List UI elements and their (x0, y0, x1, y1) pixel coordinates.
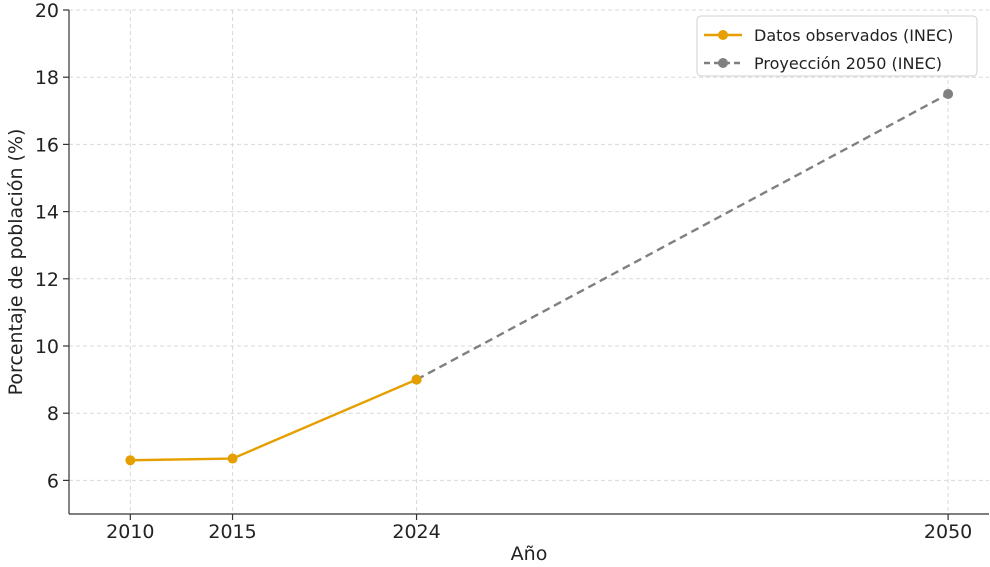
y-tick-label: 8 (47, 403, 59, 425)
data-point (125, 455, 136, 466)
series-line (130, 378, 418, 462)
x-tick-label: 2015 (208, 521, 256, 543)
series-0 (125, 374, 422, 466)
legend-items: Datos observados (INEC) Proyección 2050 (… (704, 26, 953, 73)
series-1 (411, 89, 954, 385)
legend-item: Datos observados (INEC) (704, 26, 953, 45)
x-ticks: 2010 2015 2024 2050 (106, 514, 972, 543)
data-point (943, 89, 954, 99)
y-tick-label: 12 (35, 269, 59, 291)
data-point (411, 374, 422, 385)
y-tick-label: 18 (35, 67, 59, 89)
data-point (227, 453, 238, 464)
legend-item: Proyección 2050 (INEC) (704, 54, 942, 73)
y-tick-label: 10 (35, 336, 59, 358)
legend-swatch-marker (718, 30, 728, 40)
y-tick-label: 14 (35, 202, 59, 224)
grid (69, 9, 989, 514)
y-axis-title: Porcentaje de población (%) (5, 129, 27, 396)
x-axis-title: Año (511, 543, 548, 565)
x-tick-label: 2024 (392, 521, 440, 543)
legend-box (696, 15, 978, 77)
axes (68, 10, 989, 515)
legend-label: Proyección 2050 (INEC) (754, 54, 942, 73)
legend: Datos observados (INEC) Proyección 2050 (… (696, 15, 978, 77)
x-tick-label: 2010 (106, 521, 154, 543)
y-tick-label: 6 (47, 470, 59, 492)
legend-label: Datos observados (INEC) (754, 26, 953, 45)
legend-swatch-marker (718, 58, 728, 68)
series-layer (125, 89, 954, 466)
x-tick-label: 2050 (924, 521, 972, 543)
y-tick-label: 20 (35, 0, 59, 22)
y-ticks: 6 8 10 12 14 16 18 20 (35, 0, 69, 492)
y-tick-label: 16 (35, 134, 59, 156)
series-line (415, 92, 949, 381)
